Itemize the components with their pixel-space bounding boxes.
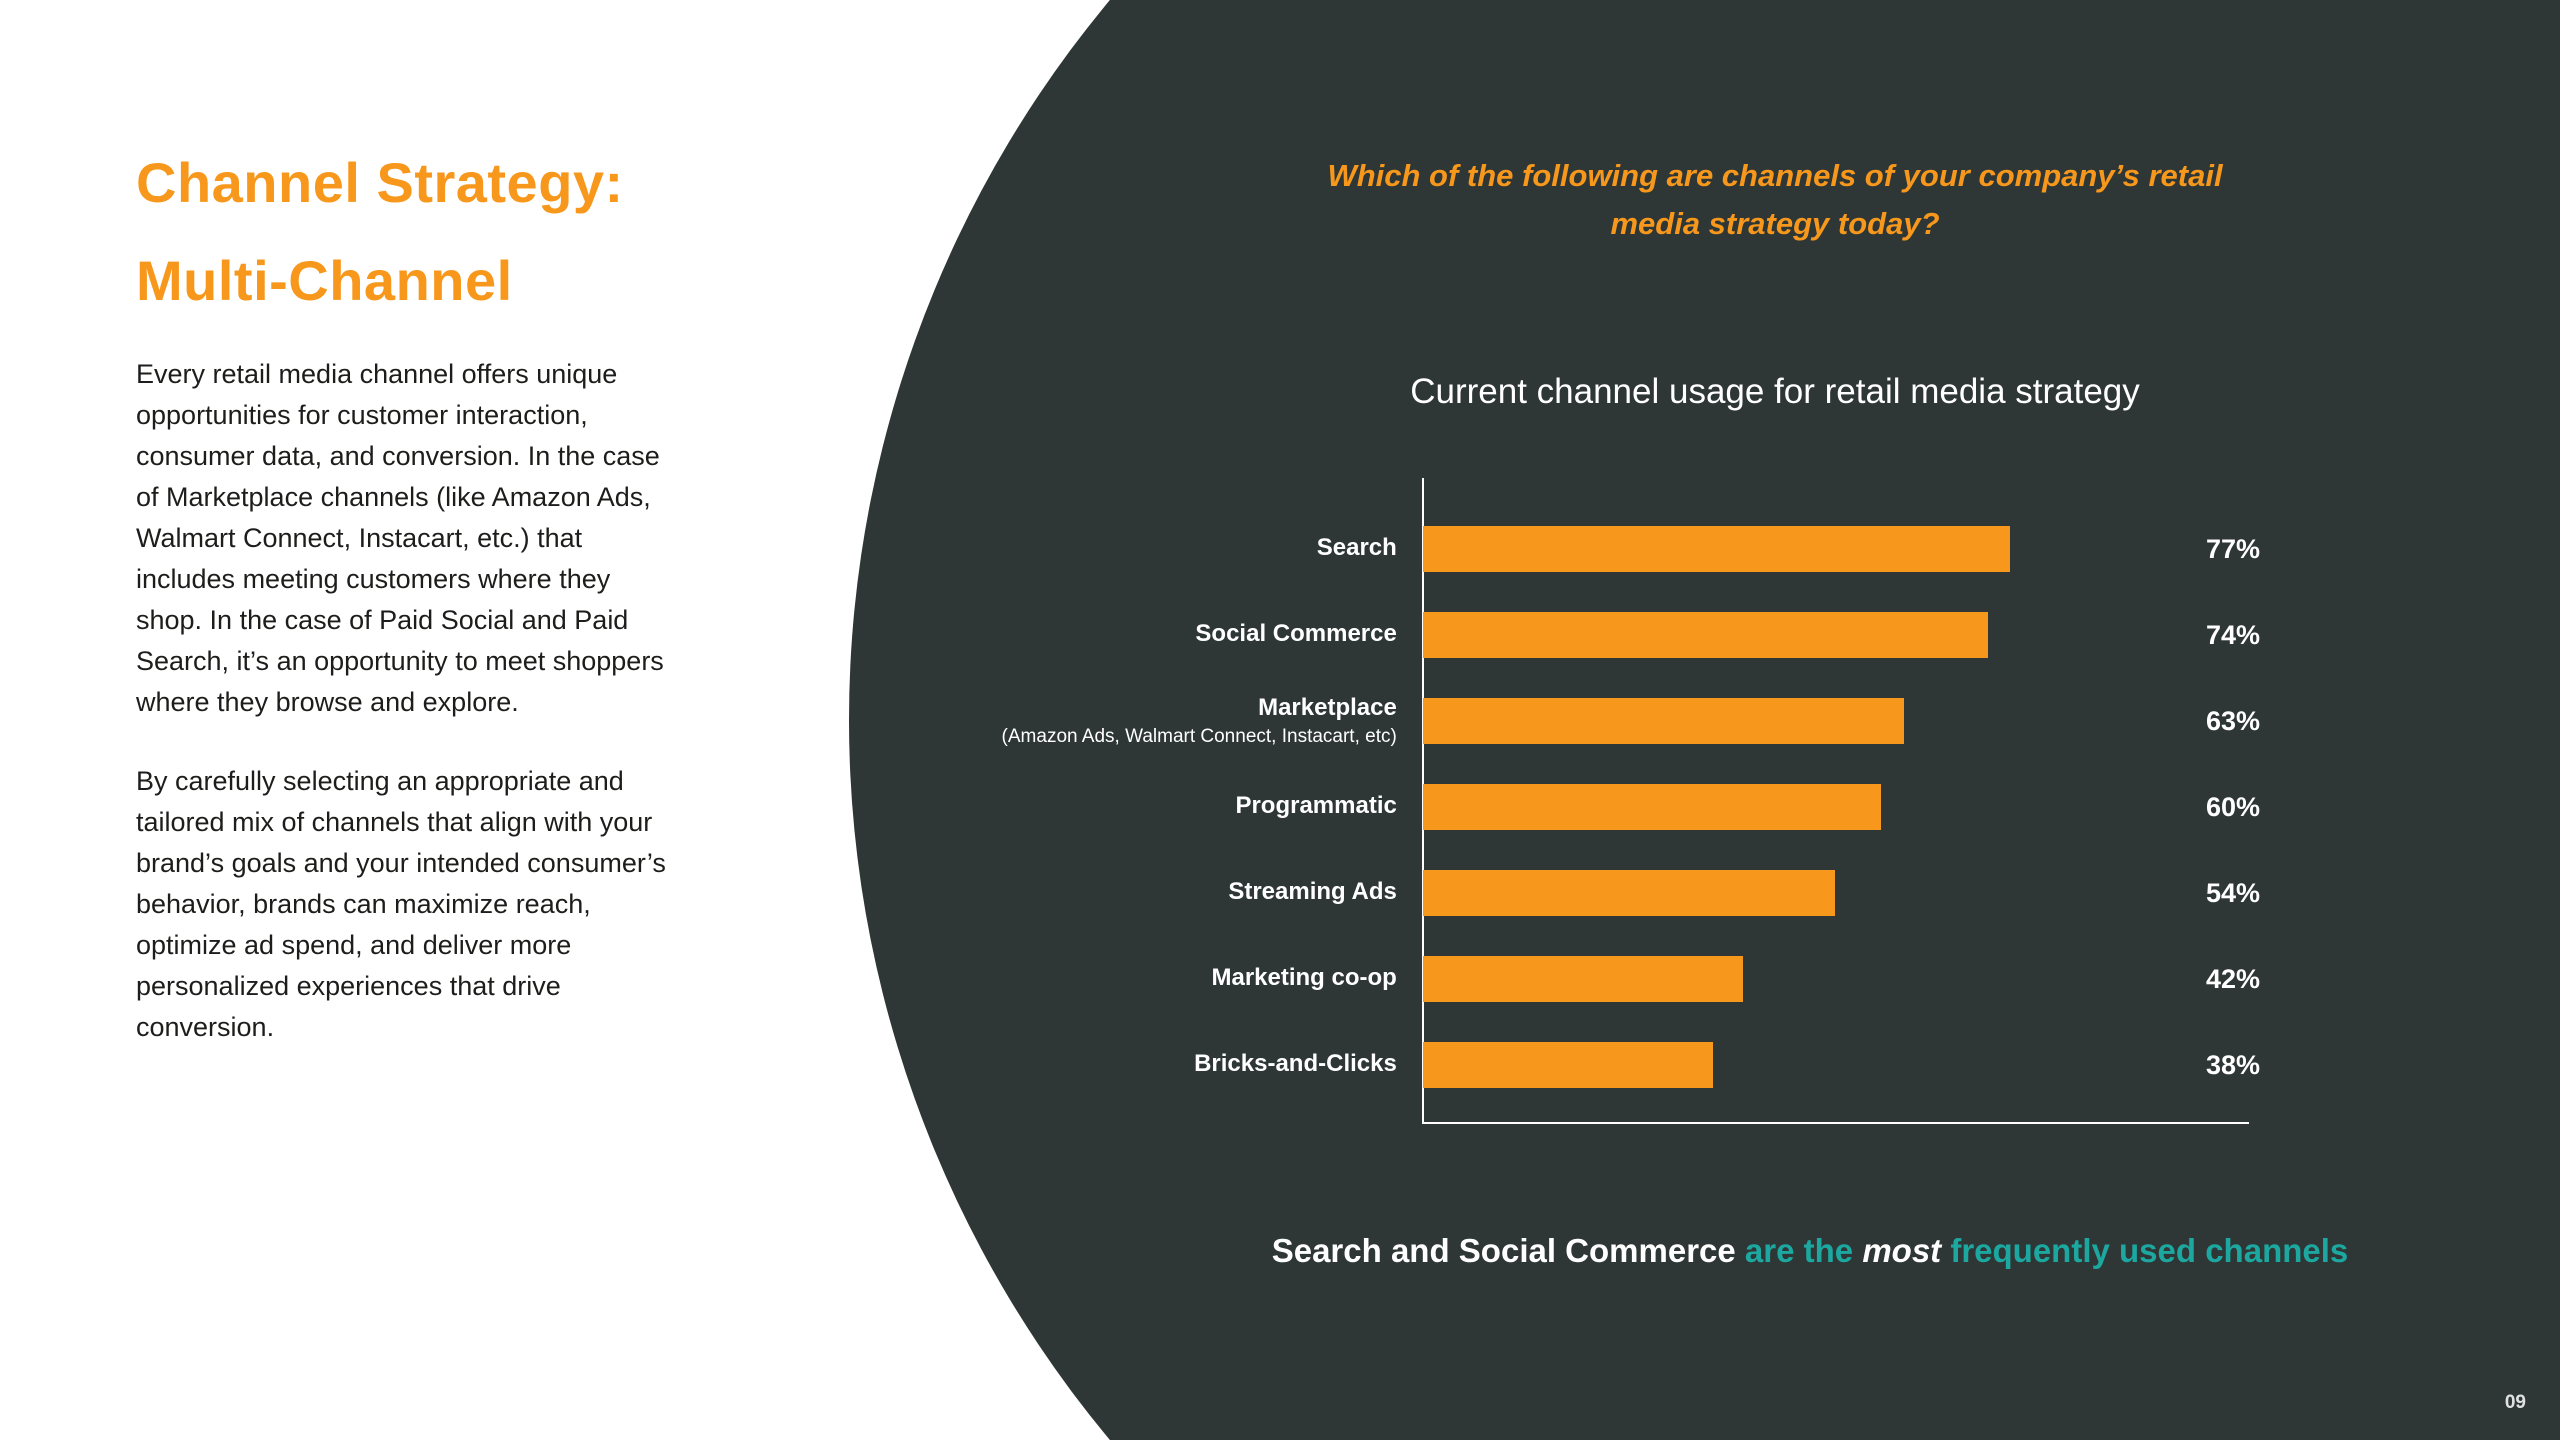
takeaway-part-teal: are the [1735, 1232, 1863, 1269]
category-label: Bricks-and-Clicks [1194, 1049, 1397, 1077]
bar-track [1422, 526, 2186, 572]
bar-track [1422, 784, 2186, 830]
category-label: Programmatic [1235, 791, 1397, 819]
slide-title-line2: Multi-Channel [136, 249, 513, 312]
bar [1422, 526, 2011, 572]
chart-row-marketing-co-op: Marketing co-op 42% [920, 936, 2260, 1022]
category-cell: Search [920, 534, 1421, 565]
slide-title: Channel Strategy: Multi-Channel [136, 134, 696, 330]
body-paragraph-1: Every retail media channel offers unique… [136, 359, 664, 717]
bar-value-label: 60% [2205, 791, 2260, 822]
body-paragraph-2: By carefully selecting an appropriate an… [136, 766, 666, 1042]
survey-question-line1: Which of the following are channels of y… [1327, 158, 2223, 193]
category-label: Streaming Ads [1228, 877, 1397, 905]
chart-row-programmatic: Programmatic 60% [920, 764, 2260, 850]
bar-value-label: 63% [2205, 705, 2260, 736]
category-label: Marketplace [1258, 693, 1397, 721]
chart-row-search: Search 77% [920, 506, 2260, 592]
category-cell: Marketplace (Amazon Ads, Walmart Connect… [920, 694, 1421, 749]
survey-question-line2: media strategy today? [1610, 206, 1940, 241]
bar [1422, 698, 1904, 744]
category-label: Search [1316, 533, 1397, 561]
bar-value-label: 54% [2205, 877, 2260, 908]
bar [1422, 870, 1835, 916]
bar [1422, 1042, 1713, 1088]
category-cell: Marketing co-op [920, 964, 1421, 995]
chart-row-social-commerce: Social Commerce 74% [920, 592, 2260, 678]
bar-track [1422, 1042, 2186, 1088]
chart-rows: Search 77% Social Commerce 74% [920, 506, 2260, 1108]
bar-value-label: 77% [2205, 533, 2260, 564]
takeaway-part-emphasis: most [1862, 1232, 1942, 1269]
category-label: Social Commerce [1195, 619, 1397, 647]
category-cell: Social Commerce [920, 620, 1421, 651]
bar-value-label: 42% [2205, 963, 2260, 994]
category-sublabel: (Amazon Ads, Walmart Connect, Instacart,… [1001, 725, 1397, 747]
bar-track [1422, 698, 2186, 744]
bar-value-label: 38% [2205, 1049, 2260, 1080]
chart-row-streaming-ads: Streaming Ads 54% [920, 850, 2260, 936]
takeaway: Search and Social Commerce are the most … [1110, 1232, 2510, 1270]
category-cell: Programmatic [920, 792, 1421, 823]
page-number: 09 [2504, 1392, 2526, 1413]
slide-title-line1: Channel Strategy: [136, 151, 624, 214]
chart-row-bricks-and-clicks: Bricks-and-Clicks 38% [920, 1022, 2260, 1108]
bar [1422, 956, 1744, 1002]
bar-track [1422, 956, 2186, 1002]
survey-question: Which of the following are channels of y… [1225, 152, 2325, 248]
category-cell: Streaming Ads [920, 878, 1421, 909]
category-cell: Bricks-and-Clicks [920, 1050, 1421, 1081]
bar [1422, 612, 1988, 658]
bar-value-label: 74% [2205, 619, 2260, 650]
chart-title: Current channel usage for retail media s… [1410, 372, 2140, 411]
bar-chart: Search 77% Social Commerce 74% [920, 478, 2260, 1124]
left-panel: Channel Strategy: Multi-Channel Every re… [136, 134, 696, 1048]
body-copy: Every retail media channel offers unique… [136, 354, 668, 1048]
takeaway-part-teal-2: frequently used channels [1941, 1232, 2349, 1269]
chart-row-marketplace: Marketplace (Amazon Ads, Walmart Connect… [920, 678, 2260, 764]
bar-track [1422, 612, 2186, 658]
bar [1422, 784, 1881, 830]
category-label: Marketing co-op [1211, 963, 1397, 991]
takeaway-part-white: Search and Social Commerce [1271, 1232, 1736, 1269]
bar-track [1422, 870, 2186, 916]
